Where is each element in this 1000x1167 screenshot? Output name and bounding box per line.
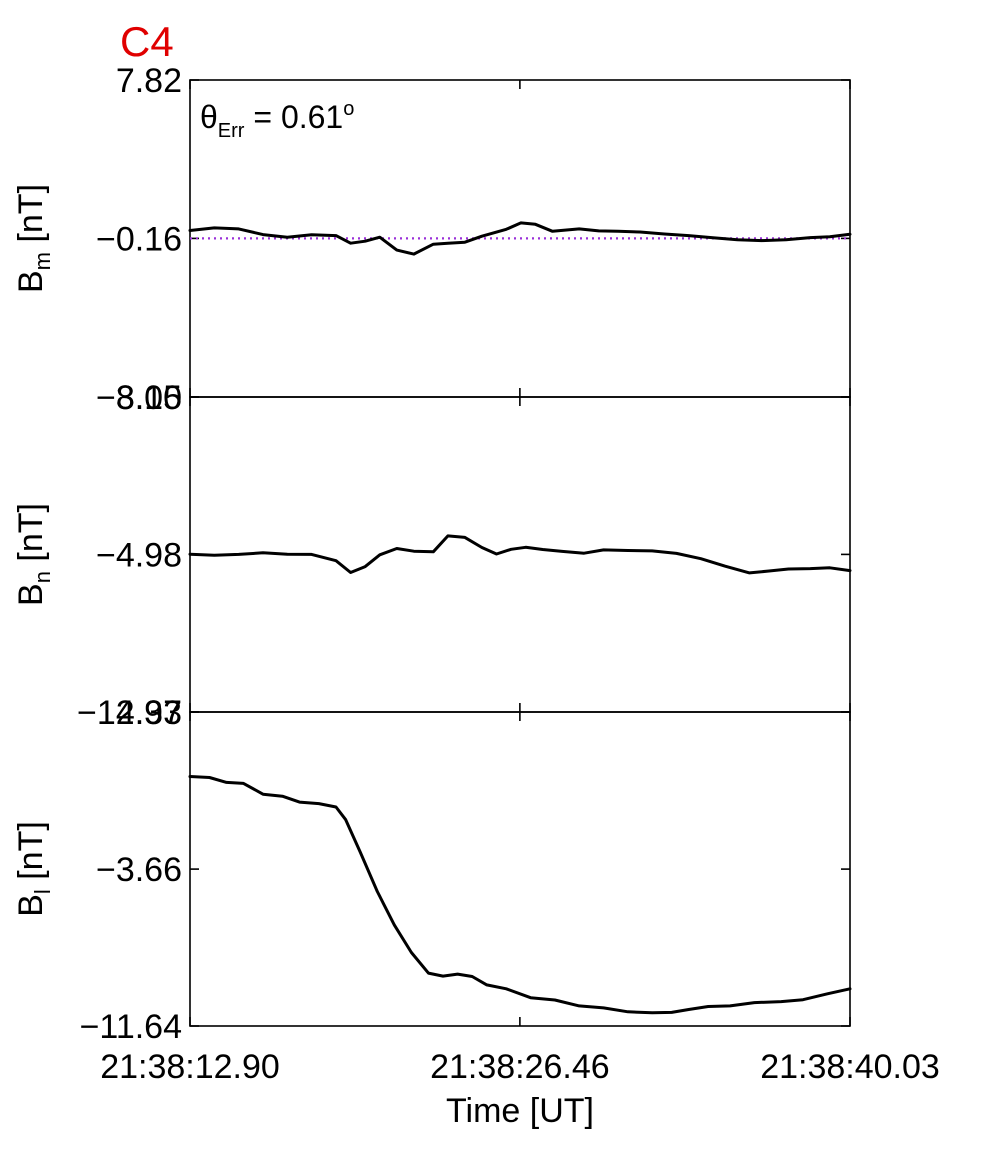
x-tick-label: 21:38:40.03 <box>760 1048 940 1086</box>
series-line-bn-0 <box>188 534 852 575</box>
x-axis-label: Time [UT] <box>446 1092 594 1130</box>
y-tick-label-bm: −8.15 <box>96 379 182 417</box>
chart-title: C4 <box>120 18 174 65</box>
y-tick-label-bl: −11.64 <box>80 1008 182 1046</box>
y-tick-label-bn: 3.00 <box>116 379 182 417</box>
y-tick-label-bl: −3.66 <box>96 851 182 889</box>
panel-frame-bl <box>189 711 851 1027</box>
y-axis-label-bn: Bn [nT] <box>12 503 55 606</box>
y-tick-label-bn: −12.97 <box>77 694 182 732</box>
y-axis-label-bm: Bm [nT] <box>12 184 55 293</box>
x-tick-label: 21:38:12.90 <box>100 1048 280 1086</box>
error-angle-annotation: θErr = 0.61o <box>200 98 354 142</box>
y-tick-label-bl: 4.33 <box>116 694 182 732</box>
plot-panels: 7.82 −0.16 −8.15 Bm [nT] 3.00 −4.98 −12.97 Bn [… <box>12 62 852 1046</box>
y-axis-label-bl: Bl [nT] <box>12 821 55 917</box>
y-tick-label-bm: −0.16 <box>96 220 182 258</box>
series-line-bm-0 <box>188 221 852 256</box>
x-tick-label: 21:38:26.46 <box>430 1048 610 1086</box>
y-tick-label-bm: 7.82 <box>116 62 182 100</box>
y-tick-label-bn: −4.98 <box>96 536 182 574</box>
series-line-bl-0 <box>188 775 852 1015</box>
